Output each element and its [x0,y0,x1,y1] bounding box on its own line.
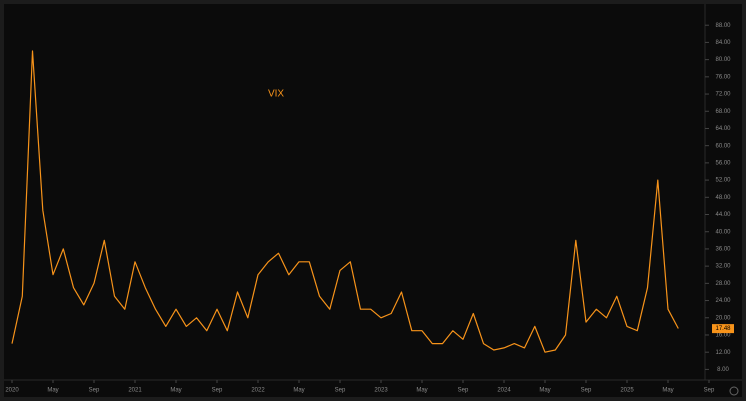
x-tick-label: 2023 [374,388,388,394]
y-tick-label: 32.00 [715,264,731,270]
x-tick-label: Sep [704,388,715,394]
y-tick-label: 72.00 [715,92,731,98]
y-tick-label: 24.00 [715,298,731,304]
y-tick-label: 36.00 [715,247,731,253]
x-tick-label: 2022 [251,388,265,394]
y-tick-label: 8.00 [717,367,729,373]
x-tick-label: May [539,388,550,394]
y-tick-label: 52.00 [715,178,731,184]
y-tick-label: 48.00 [715,195,731,201]
x-tick-label: May [662,388,673,394]
x-tick-label: 2021 [128,388,142,394]
x-tick-label: May [293,388,304,394]
x-tick-label: Sep [335,388,346,394]
x-tick-label: Sep [581,388,592,394]
chart-title: VIX [268,89,284,100]
y-tick-label: 16.00 [715,333,731,339]
x-tick-label: 2024 [497,388,511,394]
x-tick-label: 2025 [620,388,634,394]
x-tick-label: 2020 [5,388,19,394]
y-tick-label: 80.00 [715,57,731,63]
x-tick-label: May [170,388,181,394]
x-tick-label: May [416,388,427,394]
x-tick-label: Sep [89,388,100,394]
y-tick-label: 12.00 [715,350,731,356]
x-tick-label: Sep [212,388,223,394]
settings-icon[interactable] [729,386,739,396]
y-tick-label: 56.00 [715,160,731,166]
y-tick-label: 40.00 [715,229,731,235]
y-tick-label: 68.00 [715,109,731,115]
plot-background [4,4,742,397]
y-tick-label: 60.00 [715,143,731,149]
y-tick-label: 64.00 [715,126,731,132]
y-tick-label: 84.00 [715,40,731,46]
vix-line [11,50,679,353]
current-value-label: 17.48 [715,326,731,332]
y-tick-label: 20.00 [715,315,731,321]
y-tick-label: 76.00 [715,74,731,80]
y-tick-label: 44.00 [715,212,731,218]
x-tick-label: Sep [458,388,469,394]
y-tick-label: 88.00 [715,23,731,29]
y-tick-label: 28.00 [715,281,731,287]
current-value-box [712,324,734,334]
x-tick-label: May [47,388,58,394]
